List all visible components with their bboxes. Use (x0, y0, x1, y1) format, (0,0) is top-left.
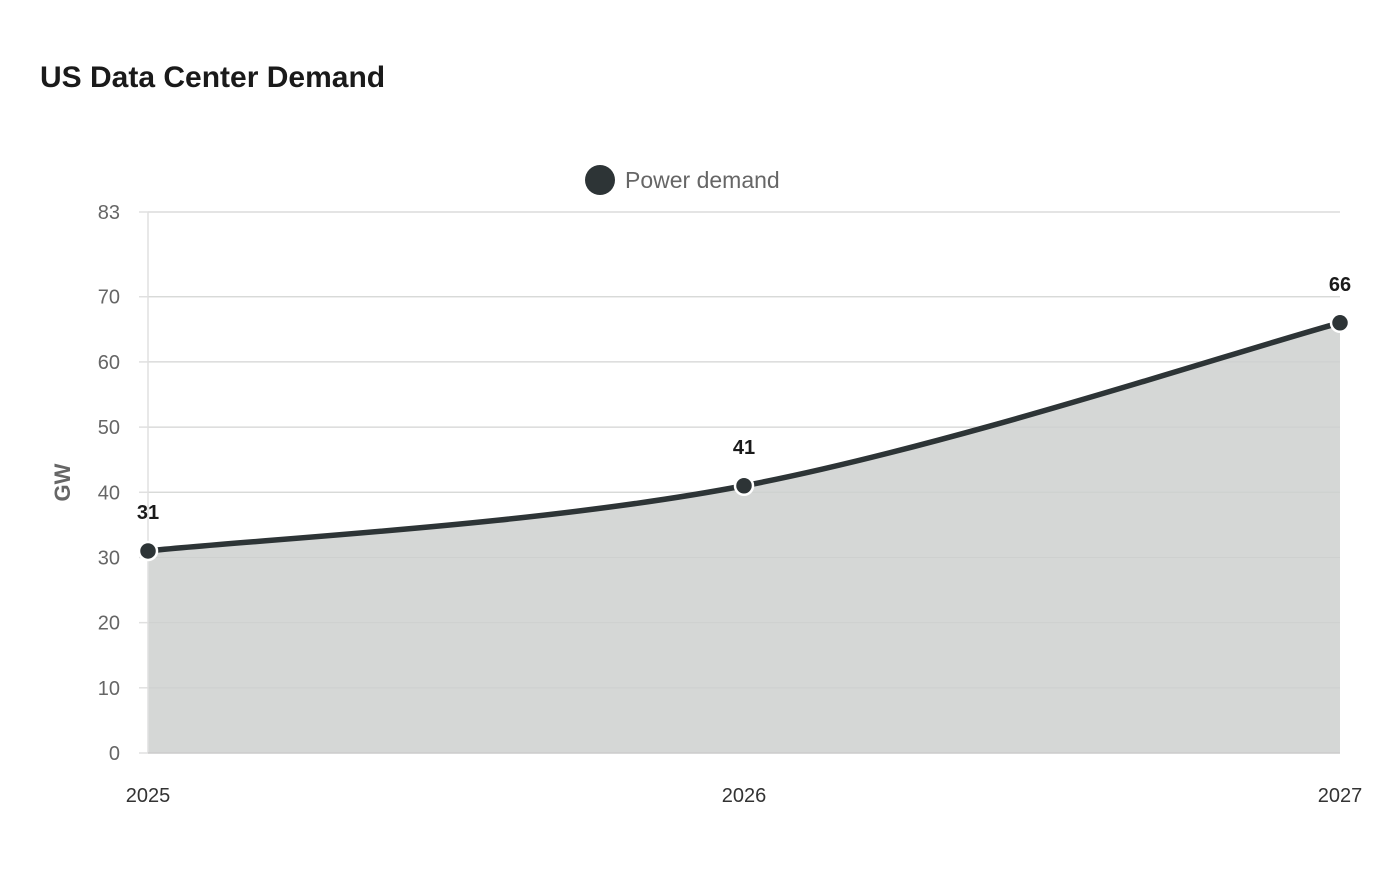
y-axis-title: GW (50, 463, 75, 501)
legend: Power demand (585, 165, 780, 195)
data-point (733, 475, 755, 497)
y-tick-label: 0 (109, 743, 120, 765)
legend-marker (585, 165, 615, 195)
data-label: 66 (1329, 274, 1351, 296)
y-tick-label: 40 (98, 482, 120, 504)
data-labels: 31 41 66 (137, 274, 1351, 524)
y-tick-label: 30 (98, 547, 120, 569)
data-point (1329, 312, 1351, 334)
y-tick-label: 10 (98, 678, 120, 700)
data-point (137, 540, 159, 562)
y-tick-label: 70 (98, 287, 120, 309)
axes: 0 10 20 30 40 50 60 70 83 GW 2025 2026 2027 (50, 202, 1362, 807)
y-tick-label: 83 (98, 202, 120, 224)
y-tick-label: 20 (98, 613, 120, 635)
data-points (137, 312, 1351, 562)
y-tick-label: 60 (98, 352, 120, 374)
legend-label: Power demand (625, 167, 780, 193)
chart-title: US Data Center Demand (40, 61, 386, 94)
area-fill-group (148, 211, 1340, 753)
y-tick-label: 50 (98, 417, 120, 439)
area-fill-power-demand (148, 322, 1340, 753)
data-label: 41 (733, 437, 755, 459)
x-tick-label: 2025 (126, 785, 171, 807)
x-tick-label: 2026 (722, 785, 767, 807)
x-tick-label: 2027 (1318, 785, 1363, 807)
data-label: 31 (137, 502, 159, 524)
